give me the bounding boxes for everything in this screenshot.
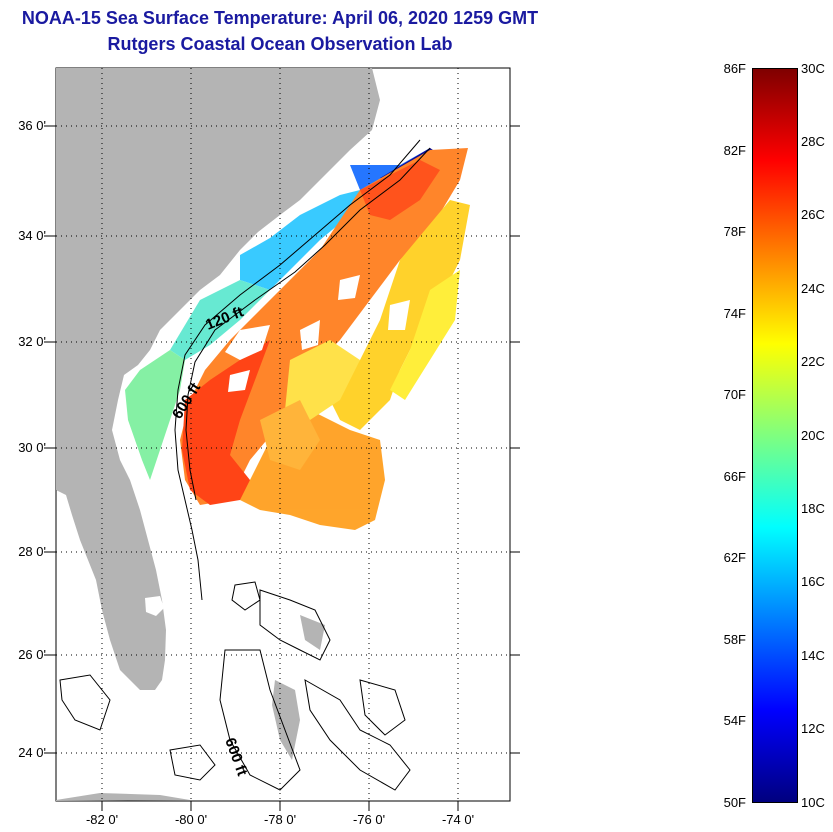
colorbar-label-f: 50F <box>723 795 746 810</box>
colorbar-label-f: 74F <box>723 306 746 321</box>
land-mass <box>56 68 380 690</box>
colorbar-label-c: 30C <box>801 61 825 76</box>
colorbar-label-c: 14C <box>801 648 825 663</box>
sst-swath <box>125 148 470 530</box>
colorbar-label-c: 10C <box>801 795 825 810</box>
cloud-gaps <box>225 275 440 410</box>
longitude-label: -76 0' <box>352 812 386 827</box>
latitude-label: 28 0' <box>18 544 46 559</box>
bathymetry-contours <box>59 139 431 791</box>
latitude-label: 26 0' <box>18 647 46 662</box>
colorbar-label-f: 82F <box>723 143 746 158</box>
colorbar-label-f: 66F <box>723 469 746 484</box>
latitude-label: 32 0' <box>18 334 46 349</box>
bahamas-island <box>300 615 325 650</box>
colorbar-label-f: 70F <box>723 387 746 402</box>
colorbar-label-c: 20C <box>801 428 825 443</box>
lake <box>145 596 164 616</box>
longitude-label: -74 0' <box>441 812 475 827</box>
colorbar-label-c: 12C <box>801 721 825 736</box>
colorbar-label-c: 24C <box>801 281 825 296</box>
map-title: NOAA-15 Sea Surface Temperature: April 0… <box>21 8 539 28</box>
bahamas-island <box>272 680 300 760</box>
colorbar-label-c: 28C <box>801 134 825 149</box>
colorbar-label-f: 54F <box>723 713 746 728</box>
map-subtitle: Rutgers Coastal Ocean Observation Lab <box>107 34 453 54</box>
latitude-label: 30 0' <box>18 440 46 455</box>
latitude-label: 24 0' <box>18 745 46 760</box>
colorbar-label-c: 18C <box>801 501 825 516</box>
colorbar-label-f: 62F <box>723 550 746 565</box>
latitude-label: 34 0' <box>18 228 46 243</box>
latitude-label: 36 0' <box>18 118 46 133</box>
longitude-label: -82 0' <box>85 812 119 827</box>
graticule <box>56 68 510 801</box>
keys-land <box>56 793 190 801</box>
temperature-colorbar <box>752 68 798 803</box>
colorbar-label-f: 58F <box>723 632 746 647</box>
colorbar-label-c: 16C <box>801 574 825 589</box>
tick-marks <box>44 125 520 811</box>
longitude-label: -78 0' <box>263 812 297 827</box>
colorbar-label-f: 86F <box>723 61 746 76</box>
colorbar-label-c: 22C <box>801 354 825 369</box>
colorbar-label-c: 26C <box>801 207 825 222</box>
colorbar-label-f: 78F <box>723 224 746 239</box>
longitude-label: -80 0' <box>174 812 208 827</box>
